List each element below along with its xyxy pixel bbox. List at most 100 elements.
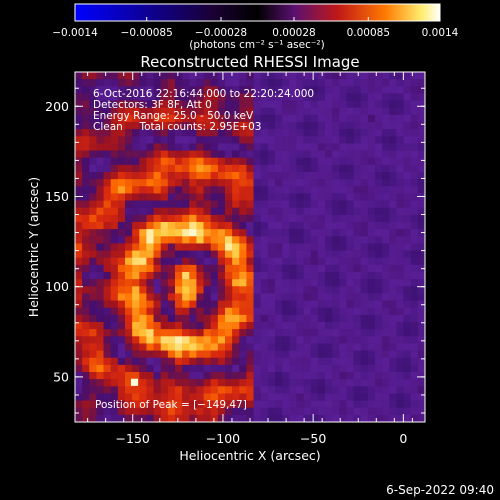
- heatmap-cell: [289, 372, 297, 380]
- heatmap-cell: [396, 243, 404, 251]
- heatmap-cell: [325, 293, 333, 301]
- heatmap-cell: [146, 243, 154, 251]
- heatmap-cell: [139, 343, 147, 351]
- heatmap-cell: [367, 193, 376, 201]
- heatmap-cell: [139, 393, 147, 401]
- heatmap-cell: [125, 72, 133, 80]
- heatmap-cell: [282, 393, 290, 401]
- heatmap-cell: [417, 386, 425, 394]
- heatmap-cell: [232, 243, 240, 251]
- heatmap-cell: [210, 414, 219, 422]
- heatmap-cell: [410, 336, 419, 344]
- heatmap-cell: [96, 407, 104, 416]
- heatmap-cell: [239, 307, 247, 316]
- heatmap-cell: [260, 336, 269, 344]
- heatmap-cell: [89, 393, 97, 401]
- heatmap-cell: [103, 364, 112, 373]
- heatmap-cell: [346, 100, 354, 109]
- heatmap-cell: [317, 329, 326, 337]
- heatmap-cell: [125, 136, 133, 144]
- heatmap-cell: [417, 107, 425, 116]
- heatmap-cell: [346, 400, 354, 409]
- heatmap-cell: [232, 364, 240, 373]
- heatmap-cell: [103, 172, 112, 180]
- heatmap-cell: [117, 272, 126, 280]
- heatmap-cell: [253, 307, 262, 316]
- heatmap-cell: [282, 186, 290, 194]
- heatmap-cell: [375, 329, 383, 337]
- heatmap-cell: [246, 222, 254, 230]
- heatmap-cell: [225, 379, 233, 387]
- heatmap-cell: [282, 407, 290, 416]
- heatmap-cell: [117, 393, 126, 401]
- heatmap-cell: [375, 379, 383, 387]
- heatmap-cell: [303, 322, 312, 330]
- heatmap-cell: [210, 279, 219, 287]
- heatmap-cell: [332, 200, 340, 209]
- heatmap-cell: [396, 250, 404, 259]
- heatmap-cell: [160, 186, 169, 194]
- heatmap-cell: [339, 179, 347, 187]
- heatmap-cell: [203, 364, 212, 373]
- heatmap-cell: [325, 272, 333, 280]
- heatmap-cell: [103, 164, 112, 173]
- heatmap-cell: [325, 179, 333, 187]
- heatmap-cell: [317, 114, 326, 123]
- heatmap-cell: [289, 272, 297, 280]
- heatmap-cell: [296, 107, 304, 116]
- heatmap-cell: [89, 100, 97, 109]
- heatmap-cell: [175, 264, 183, 273]
- heatmap-cell: [189, 393, 197, 401]
- heatmap-cell: [296, 136, 304, 144]
- heatmap-cell: [346, 200, 354, 209]
- heatmap-cell: [246, 272, 254, 280]
- heatmap-cell: [332, 279, 340, 287]
- heatmap-cell: [225, 314, 233, 323]
- heatmap-cell: [325, 164, 333, 173]
- heatmap-cell: [282, 272, 290, 280]
- heatmap-cell: [117, 322, 126, 330]
- heatmap-cell: [375, 100, 383, 109]
- heatmap-cell: [246, 364, 254, 373]
- heatmap-cell: [360, 143, 369, 151]
- heatmap-cell: [360, 243, 369, 251]
- heatmap-cell: [196, 272, 204, 280]
- heatmap-cell: [325, 86, 333, 94]
- heatmap-cell: [317, 79, 326, 87]
- heatmap-cell: [139, 322, 147, 330]
- heatmap-cell: [146, 222, 154, 230]
- heatmap-cell: [410, 122, 419, 130]
- heatmap-cell: [232, 136, 240, 144]
- heatmap-cell: [117, 207, 126, 216]
- heatmap-cell: [346, 243, 354, 251]
- heatmap-cell: [360, 79, 369, 87]
- heatmap-cell: [332, 322, 340, 330]
- heatmap-cell: [296, 257, 304, 266]
- heatmap-cell: [182, 143, 190, 151]
- heatmap-cell: [339, 343, 347, 351]
- heatmap-cell: [117, 157, 126, 166]
- heatmap-cell: [117, 143, 126, 151]
- heatmap-cell: [175, 314, 183, 323]
- heatmap-cell: [167, 193, 176, 201]
- heatmap-cell: [82, 179, 90, 187]
- heatmap-cell: [389, 414, 397, 422]
- heatmap-cell: [117, 293, 126, 301]
- heatmap-cell: [289, 329, 297, 337]
- heatmap-cell: [167, 86, 176, 94]
- heatmap-cell: [346, 179, 354, 187]
- heatmap-cell: [403, 172, 412, 180]
- heatmap-cell: [203, 343, 212, 351]
- heatmap-cell: [110, 172, 119, 180]
- colorbar-tick-label: 0.0014: [422, 27, 459, 39]
- heatmap-cell: [332, 114, 340, 123]
- heatmap-cell: [410, 164, 419, 173]
- heatmap-cell: [125, 107, 133, 116]
- heatmap-cell: [139, 172, 147, 180]
- heatmap-cell: [346, 93, 354, 101]
- heatmap-cell: [75, 193, 83, 201]
- heatmap-cell: [417, 357, 425, 366]
- heatmap-cell: [110, 186, 119, 194]
- heatmap-cell: [225, 322, 233, 330]
- heatmap-cell: [346, 343, 354, 351]
